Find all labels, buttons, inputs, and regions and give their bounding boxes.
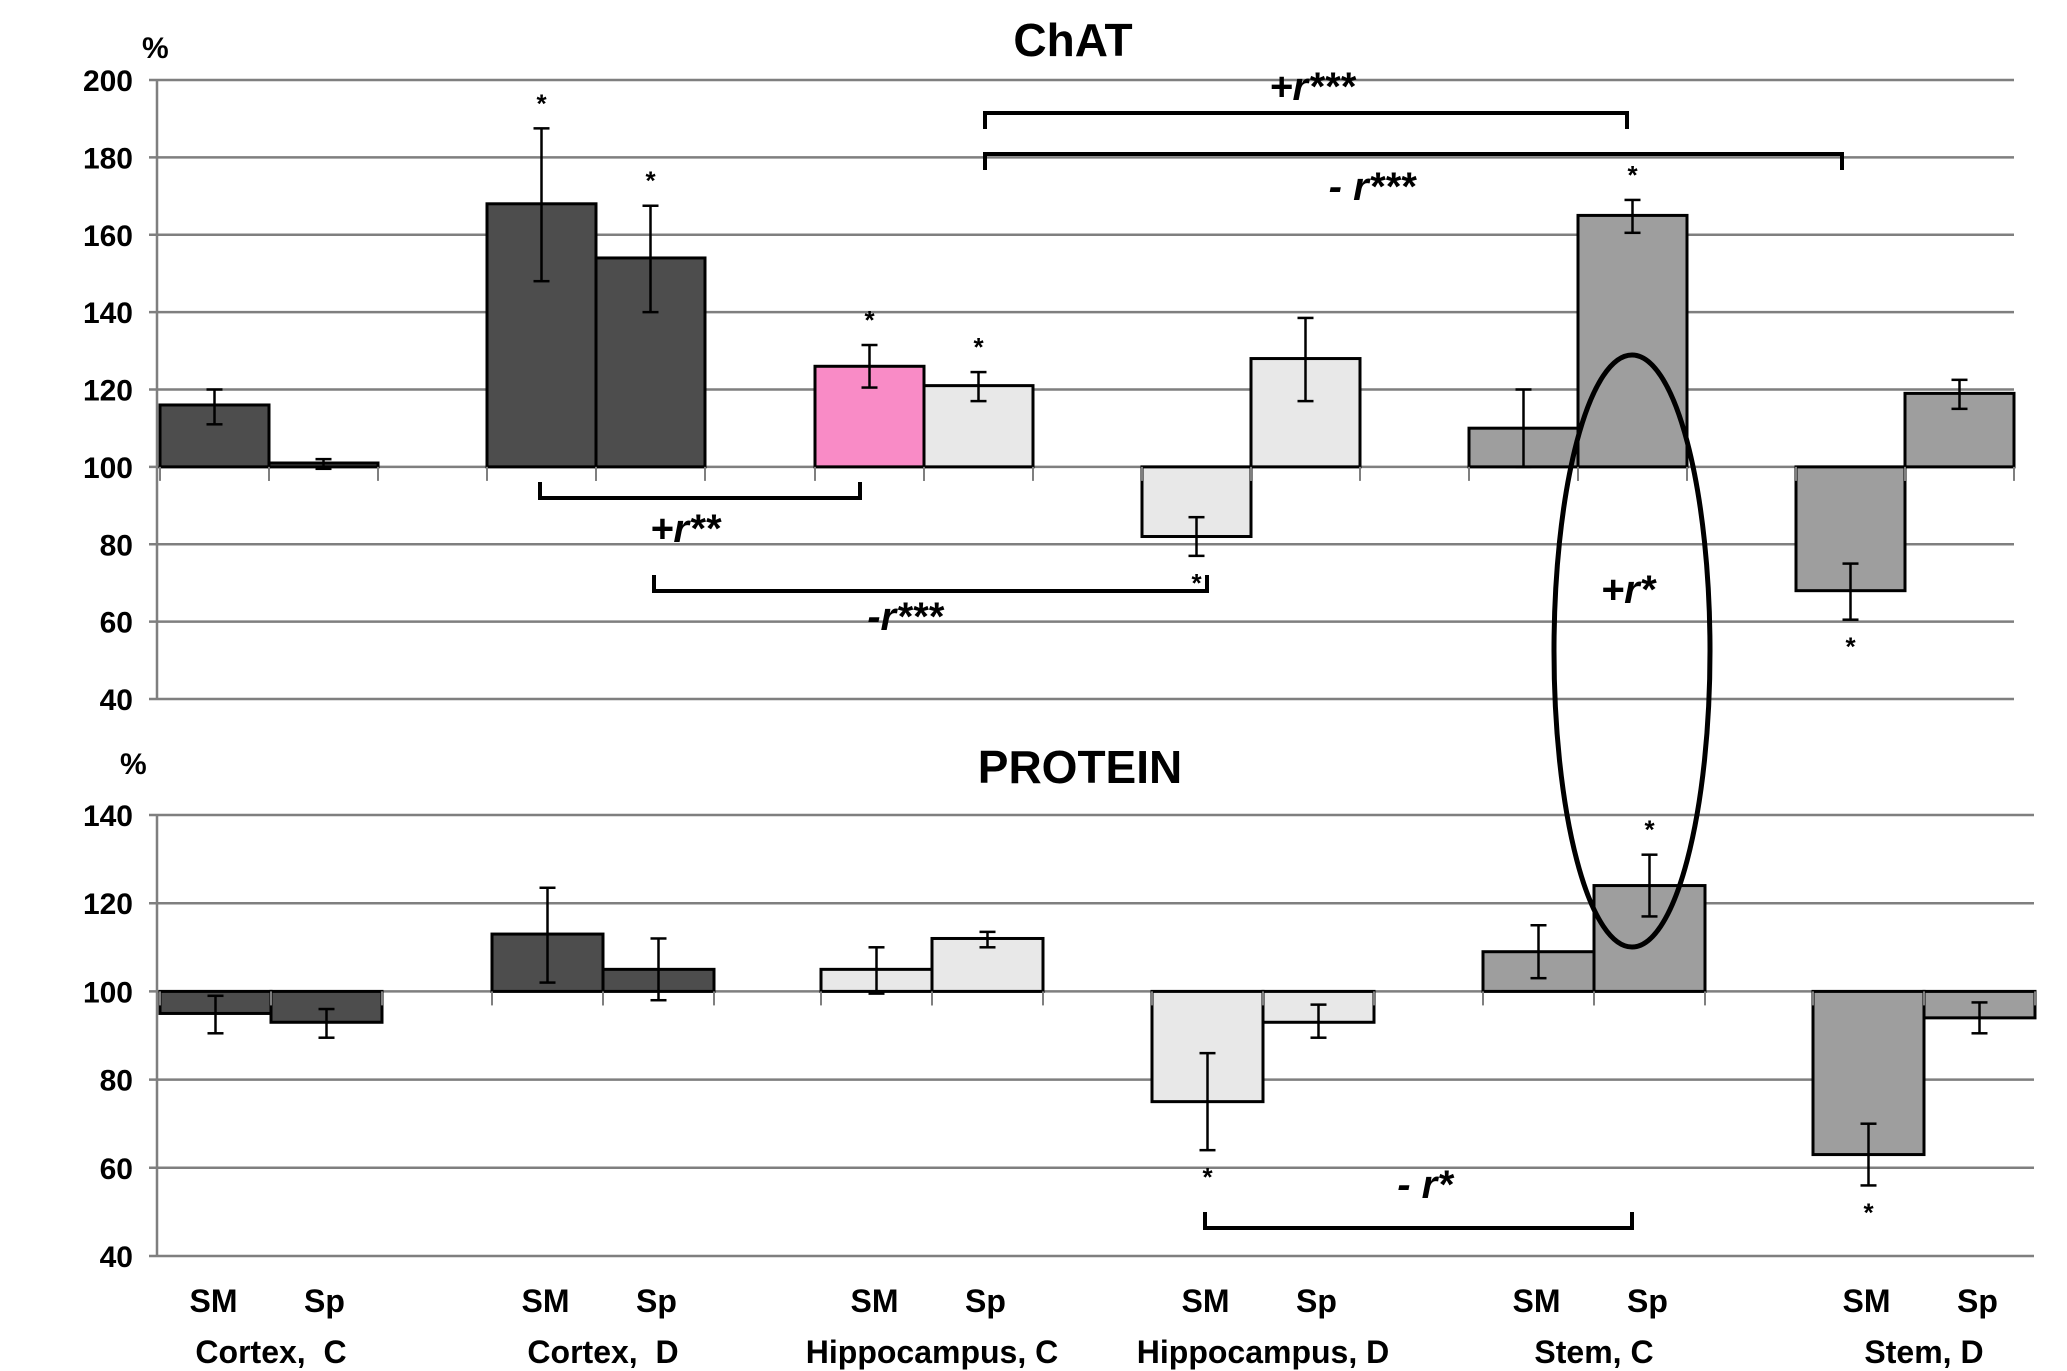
significance-star: * [1863, 1197, 1874, 1227]
y-tick-label: 40 [100, 684, 133, 717]
x-group-label: Stem, D [1864, 1334, 1983, 1370]
x-subcategory-label: SM [190, 1283, 238, 1319]
correlation-label: +r*** [1269, 65, 1357, 109]
x-subcategory-label: Sp [1957, 1283, 1998, 1319]
y-tick-label: 40 [100, 1241, 133, 1274]
x-subcategory-label: SM [522, 1283, 570, 1319]
chart-title: ChAT [1013, 14, 1132, 66]
x-axis-labels: SM Sp Cortex, C SM Sp Cortex, D SM Sp Hippocampu… [190, 1283, 1998, 1370]
cross-annotation: +r* [1551, 352, 1713, 950]
y-tick-label: 60 [100, 1153, 133, 1186]
y-tick-label: 120 [83, 375, 133, 408]
y-tick-label: 180 [83, 142, 133, 175]
significance-star: * [1191, 568, 1202, 598]
bar [922, 384, 1035, 469]
bar [1576, 213, 1689, 469]
x-subcategory-label: SM [1513, 1283, 1561, 1319]
significance-star: * [1627, 160, 1638, 190]
chart-title: PROTEIN [978, 741, 1182, 793]
x-subcategory-label: Sp [636, 1283, 677, 1319]
y-tick-label: 160 [83, 220, 133, 253]
x-group-label: Stem, C [1534, 1334, 1653, 1370]
x-subcategory-label: Sp [1296, 1283, 1337, 1319]
x-subcategory-label: SM [1843, 1283, 1891, 1319]
y-axis-unit: % [142, 32, 169, 65]
x-group-label: Cortex, C [195, 1334, 346, 1370]
x-subcategory-label: Sp [965, 1283, 1006, 1319]
significance-star: * [973, 332, 984, 362]
x-subcategory-label: Sp [1627, 1283, 1668, 1319]
y-tick-label: 140 [83, 297, 133, 330]
correlation-label: - r*** [1329, 165, 1418, 209]
y-axis-unit: % [120, 748, 147, 781]
y-tick-label: 80 [100, 1065, 133, 1098]
correlation-bracket [983, 111, 1629, 129]
correlation-bracket [983, 152, 1844, 170]
y-tick-label: 80 [100, 529, 133, 562]
correlation-label: +r* [1601, 568, 1658, 612]
x-subcategory-label: SM [851, 1283, 899, 1319]
significance-star: * [1644, 815, 1655, 845]
chat-chart: ChAT% 200 180 160 140 120 100 80 60 40 * * * * * * * +r**… [83, 14, 2016, 717]
y-tick-label: 60 [100, 607, 133, 640]
significance-star: * [645, 166, 656, 196]
x-group-label: Hippocampus, D [1137, 1334, 1389, 1370]
highlight-ellipse [1551, 352, 1713, 950]
y-tick-label: 140 [83, 800, 133, 833]
correlation-bracket [652, 575, 1209, 593]
y-tick-label: 200 [83, 65, 133, 98]
significance-star: * [1845, 632, 1856, 662]
y-tick-label: 100 [83, 976, 133, 1009]
x-subcategory-label: Sp [304, 1283, 345, 1319]
correlation-bracket [1203, 1212, 1634, 1230]
significance-star: * [1202, 1162, 1213, 1192]
x-group-label: Cortex, D [527, 1334, 678, 1370]
correlation-bracket [538, 482, 862, 500]
y-tick-label: 120 [83, 888, 133, 921]
significance-star: * [864, 305, 875, 335]
correlation-label: - r* [1397, 1163, 1455, 1207]
correlation-label: +r** [650, 507, 722, 551]
correlation-label: -r*** [867, 595, 945, 639]
x-group-label: Hippocampus, C [806, 1334, 1058, 1370]
y-tick-label: 100 [83, 452, 133, 485]
x-subcategory-label: SM [1182, 1283, 1230, 1319]
protein-chart: PROTEIN% 140 120 100 80 60 40 * * * - r* [83, 741, 2037, 1274]
significance-star: * [536, 88, 547, 118]
